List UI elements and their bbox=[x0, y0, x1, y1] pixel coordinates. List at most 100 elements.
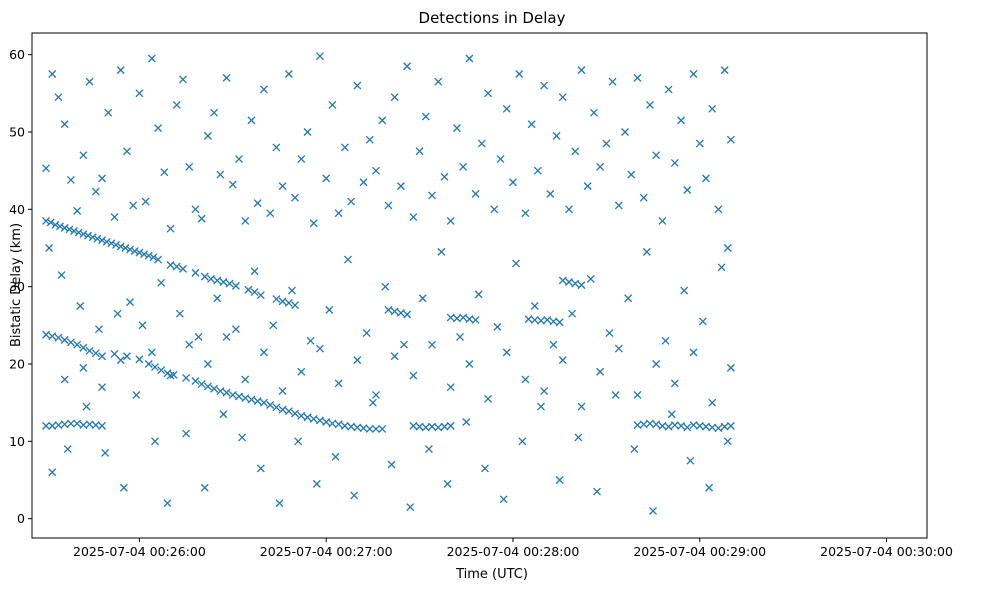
data-point bbox=[396, 308, 405, 317]
data-point bbox=[272, 403, 281, 412]
data-point bbox=[213, 294, 222, 303]
data-point bbox=[502, 348, 511, 357]
data-point bbox=[309, 414, 318, 423]
data-point bbox=[91, 349, 100, 358]
data-point bbox=[652, 151, 661, 160]
data-point bbox=[303, 413, 312, 422]
data-point bbox=[571, 279, 580, 288]
data-point bbox=[175, 309, 184, 318]
data-point bbox=[540, 387, 549, 396]
data-point bbox=[213, 276, 222, 285]
data-point bbox=[334, 379, 343, 388]
data-point bbox=[112, 240, 121, 249]
data-point bbox=[372, 390, 380, 399]
data-point bbox=[459, 313, 468, 322]
data-point bbox=[222, 332, 231, 341]
data-point bbox=[596, 367, 605, 376]
data-point bbox=[406, 503, 415, 512]
data-point bbox=[365, 424, 374, 433]
data-point bbox=[291, 301, 300, 310]
y-axis-label: Bistatic Delay (km) bbox=[9, 223, 24, 347]
y-tick-label: 30 bbox=[9, 279, 25, 294]
data-point bbox=[680, 286, 689, 295]
data-point bbox=[149, 253, 158, 262]
data-point bbox=[104, 108, 113, 117]
data-point bbox=[74, 228, 83, 237]
data-point bbox=[219, 410, 228, 419]
data-point bbox=[518, 437, 527, 446]
data-point bbox=[378, 424, 387, 433]
data-point bbox=[98, 352, 107, 361]
data-point bbox=[353, 356, 362, 365]
data-point bbox=[79, 343, 88, 352]
data-point bbox=[241, 375, 250, 384]
data-point bbox=[60, 336, 69, 344]
data-point bbox=[191, 377, 200, 385]
data-point bbox=[297, 367, 306, 376]
data-point bbox=[493, 322, 502, 331]
data-point bbox=[122, 147, 131, 156]
data-point bbox=[82, 402, 91, 411]
data-point bbox=[102, 237, 111, 246]
x-tick-label: 2025-07-04 00:30:00 bbox=[820, 544, 953, 559]
data-point bbox=[144, 360, 153, 368]
data-point bbox=[322, 418, 331, 426]
data-point bbox=[200, 272, 209, 281]
data-point bbox=[172, 100, 181, 109]
data-point bbox=[147, 54, 156, 63]
data-point bbox=[334, 209, 343, 218]
data-point bbox=[555, 476, 564, 484]
data-point bbox=[250, 288, 259, 297]
data-point bbox=[194, 332, 203, 341]
data-point bbox=[664, 422, 673, 431]
data-point bbox=[132, 390, 141, 399]
data-point bbox=[200, 483, 209, 492]
data-point bbox=[203, 382, 212, 391]
data-point bbox=[334, 420, 343, 429]
data-point bbox=[278, 182, 287, 191]
data-point bbox=[54, 93, 63, 102]
data-point bbox=[434, 77, 443, 86]
data-point bbox=[390, 307, 399, 316]
data-point bbox=[116, 356, 125, 365]
data-point bbox=[521, 209, 530, 218]
data-point bbox=[717, 263, 726, 272]
data-point bbox=[708, 398, 717, 407]
data-point bbox=[340, 143, 349, 152]
data-point bbox=[471, 315, 480, 324]
data-point bbox=[76, 302, 85, 310]
data-point bbox=[446, 421, 455, 430]
data-point bbox=[110, 213, 119, 222]
data-point bbox=[163, 499, 172, 508]
data-point bbox=[98, 421, 107, 430]
data-point bbox=[166, 371, 175, 380]
data-point bbox=[465, 54, 474, 63]
data-point bbox=[45, 244, 54, 252]
data-point bbox=[101, 448, 110, 457]
data-point bbox=[496, 155, 505, 164]
data-point bbox=[368, 398, 377, 407]
data-point bbox=[179, 264, 187, 273]
x-tick-label: 2025-07-04 00:27:00 bbox=[260, 544, 393, 559]
data-point bbox=[446, 216, 455, 225]
data-point bbox=[266, 401, 275, 409]
data-point bbox=[499, 495, 508, 504]
data-point bbox=[126, 245, 135, 254]
data-point bbox=[452, 124, 461, 133]
data-point bbox=[577, 281, 586, 290]
data-point bbox=[652, 360, 661, 368]
data-point bbox=[614, 344, 623, 353]
data-point bbox=[253, 199, 262, 208]
data-point bbox=[60, 120, 69, 129]
data-point bbox=[530, 302, 539, 310]
data-point bbox=[315, 52, 324, 61]
data-point bbox=[574, 433, 583, 442]
data-point bbox=[596, 162, 605, 171]
data-point bbox=[147, 348, 156, 357]
data-point bbox=[384, 201, 393, 210]
data-point bbox=[116, 242, 125, 251]
data-point bbox=[670, 158, 679, 167]
data-point bbox=[247, 116, 256, 125]
data-point bbox=[291, 193, 300, 202]
